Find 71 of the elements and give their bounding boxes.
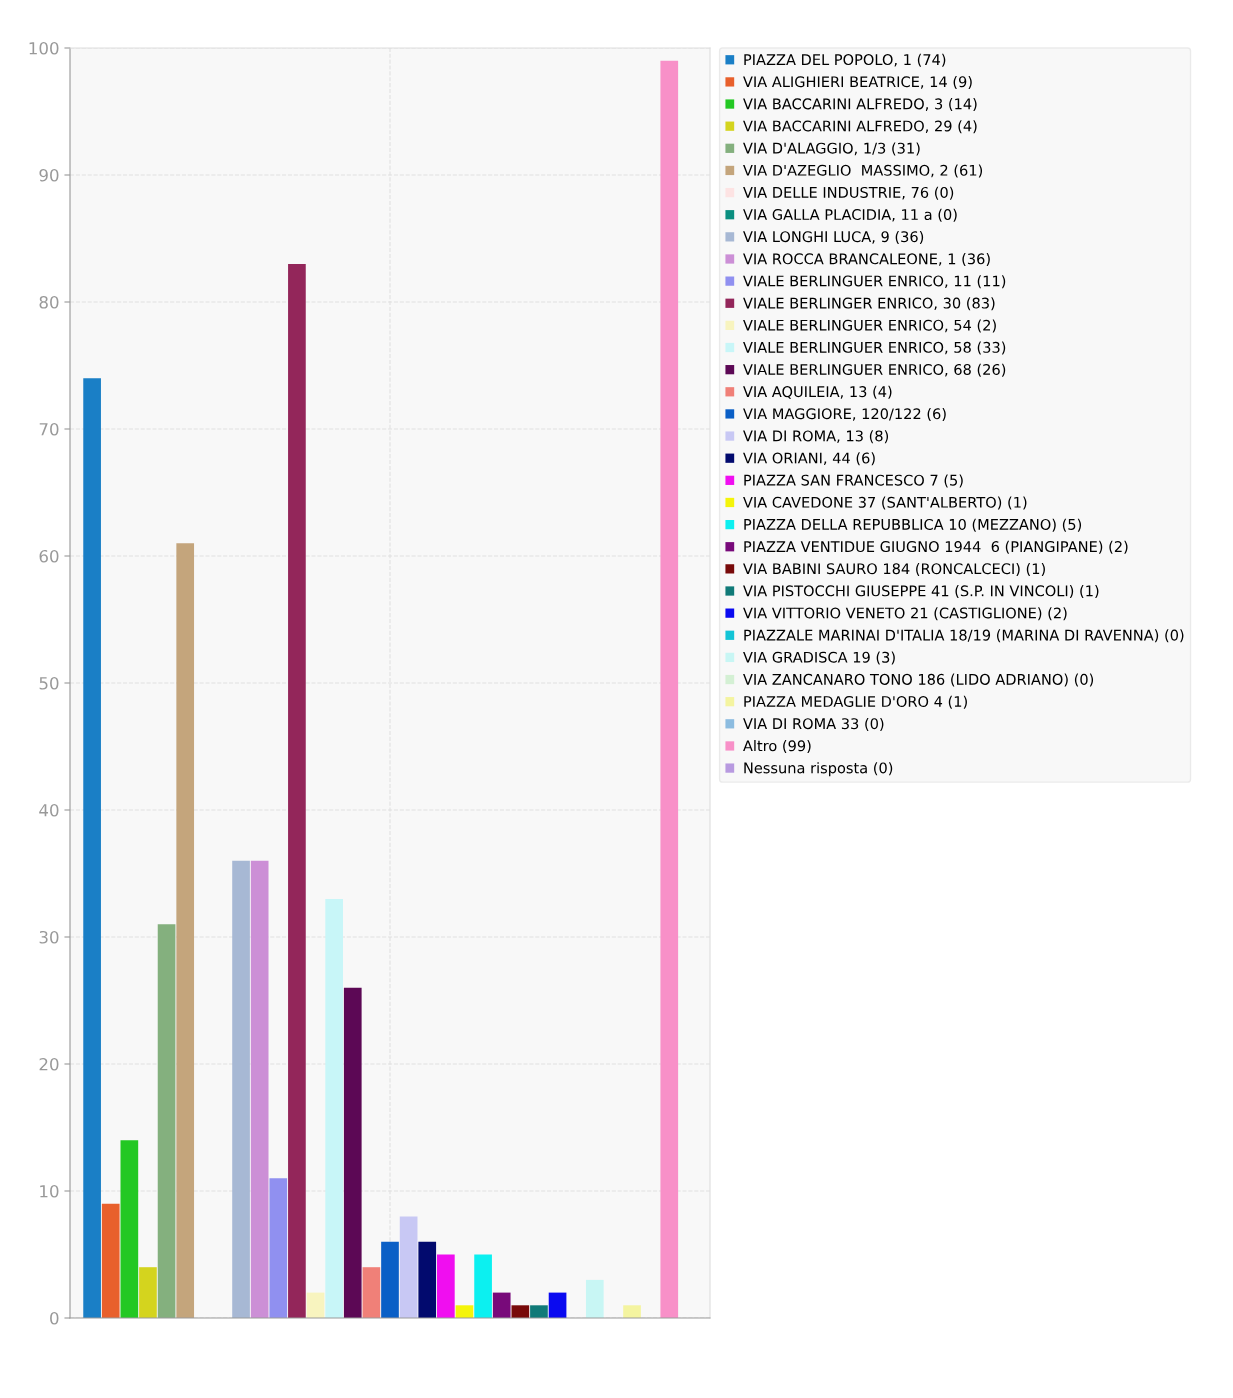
bar xyxy=(120,1140,139,1318)
bar xyxy=(250,860,269,1318)
bar xyxy=(585,1279,604,1318)
bar xyxy=(362,1267,381,1318)
bar xyxy=(455,1305,474,1318)
legend-label: PIAZZA DEL POPOLO, 1 (74) xyxy=(744,53,946,67)
legend-label: PIAZZALE MARINAI D'ITALIA 18/19 (MARINA DI RAVENNA) (0) xyxy=(744,629,1184,643)
bar xyxy=(269,1178,288,1318)
legend-label: VIA ALIGHIERI BEATRICE, 14 (9) xyxy=(743,75,972,89)
bar xyxy=(101,1203,120,1318)
bar xyxy=(418,1241,437,1318)
legend-label: VIA D'AZEGLIO MASSIMO, 2 (61) xyxy=(743,164,983,178)
legend-label: PIAZZA MEDAGLIE D'ORO 4 (1) xyxy=(744,695,967,709)
legend-label: Nessuna risposta (0) xyxy=(744,762,893,777)
bar xyxy=(474,1254,492,1318)
legend-label: VIA CAVEDONE 37 (SANT'ALBERTO) (1) xyxy=(743,496,1027,510)
legend-label: VIA PISTOCCHI GIUSEPPE 41 (S.P. IN VINCOLI) (1) xyxy=(743,585,1099,599)
legend-label: VIALE BERLINGUER ENRICO, 58 (33) xyxy=(743,341,1006,355)
y-tick-label: 80 xyxy=(39,295,59,309)
legend-label: VIA BACCARINI ALFREDO, 3 (14) xyxy=(743,98,977,112)
legend-label: PIAZZA SAN FRANCESCO 7 (5) xyxy=(744,474,963,488)
y-tick-label: 100 xyxy=(29,41,59,55)
bar xyxy=(399,1216,418,1318)
bar xyxy=(176,543,195,1318)
y-tick-label: 40 xyxy=(39,803,59,817)
legend-label: VIA BABINI SAURO 184 (RONCALCECI) (1) xyxy=(743,562,1045,576)
legend-label: VIA ORIANI, 44 (6) xyxy=(743,452,875,466)
bar xyxy=(288,263,306,1318)
legend-label: VIA LONGHI LUCA, 9 (36) xyxy=(743,230,924,244)
legend-label: VIA DI ROMA 33 (0) xyxy=(743,717,884,731)
legend-label: VIA GRADISCA 19 (3) xyxy=(743,651,895,665)
legend-label: VIA DI ROMA, 13 (8) xyxy=(743,430,889,444)
legend-label: VIA VITTORIO VENETO 21 (CASTIGLIONE) (2) xyxy=(743,607,1067,621)
legend-label: VIA MAGGIORE, 120/122 (6) xyxy=(743,408,946,421)
legend-label: VIALE BERLINGER ENRICO, 30 (83) xyxy=(743,297,995,311)
y-tick-label: 30 xyxy=(39,930,59,944)
legend-label: VIA D'ALAGGIO, 1/3 (31) xyxy=(743,142,920,156)
legend-label: PIAZZA VENTIDUE GIUGNO 1944 6 (PIANGIPANE) (2) xyxy=(744,540,1128,554)
y-tick-label: 20 xyxy=(39,1057,59,1071)
y-tick-label: 70 xyxy=(39,422,59,436)
legend-label: VIA GALLA PLACIDIA, 11 a (0) xyxy=(743,208,957,222)
bar xyxy=(306,1292,325,1318)
y-tick-label: 0 xyxy=(50,1311,59,1325)
bar xyxy=(492,1292,511,1318)
bar xyxy=(325,898,343,1318)
legend-label: VIALE BERLINGUER ENRICO, 68 (26) xyxy=(743,363,1006,377)
bar xyxy=(437,1254,455,1318)
y-tick-label: 60 xyxy=(39,549,59,563)
legend-label: VIALE BERLINGUER ENRICO, 11 (11) xyxy=(743,275,1006,289)
y-tick-label: 50 xyxy=(39,676,59,690)
legend-label: VIA DELLE INDUSTRIE, 76 (0) xyxy=(743,186,954,200)
bar xyxy=(623,1305,641,1318)
bar xyxy=(157,924,176,1318)
bar xyxy=(232,860,250,1318)
bar xyxy=(343,987,362,1318)
bar xyxy=(139,1267,157,1318)
legend-label: Altro (99) xyxy=(743,740,811,754)
bar xyxy=(660,60,679,1318)
legend-label: VIA AQUILEIA, 13 (4) xyxy=(743,385,892,399)
y-tick-label: 10 xyxy=(40,1184,59,1198)
bar xyxy=(548,1292,567,1318)
y-tick-label: 90 xyxy=(39,168,59,182)
legend-label: VIALE BERLINGUER ENRICO, 54 (2) xyxy=(743,319,996,333)
legend-label: VIA ZANCANARO TONO 186 (LIDO ADRIANO) (0) xyxy=(743,673,1094,687)
legend-label: VIA ROCCA BRANCALEONE, 1 (36) xyxy=(743,253,990,267)
bar xyxy=(83,378,101,1318)
legend-label: VIA BACCARINI ALFREDO, 29 (4) xyxy=(743,120,977,134)
legend-label: PIAZZA DELLA REPUBBLICA 10 (MEZZANO) (5) xyxy=(744,518,1082,532)
bar xyxy=(381,1241,399,1318)
bar xyxy=(530,1305,548,1318)
bar xyxy=(511,1305,530,1318)
